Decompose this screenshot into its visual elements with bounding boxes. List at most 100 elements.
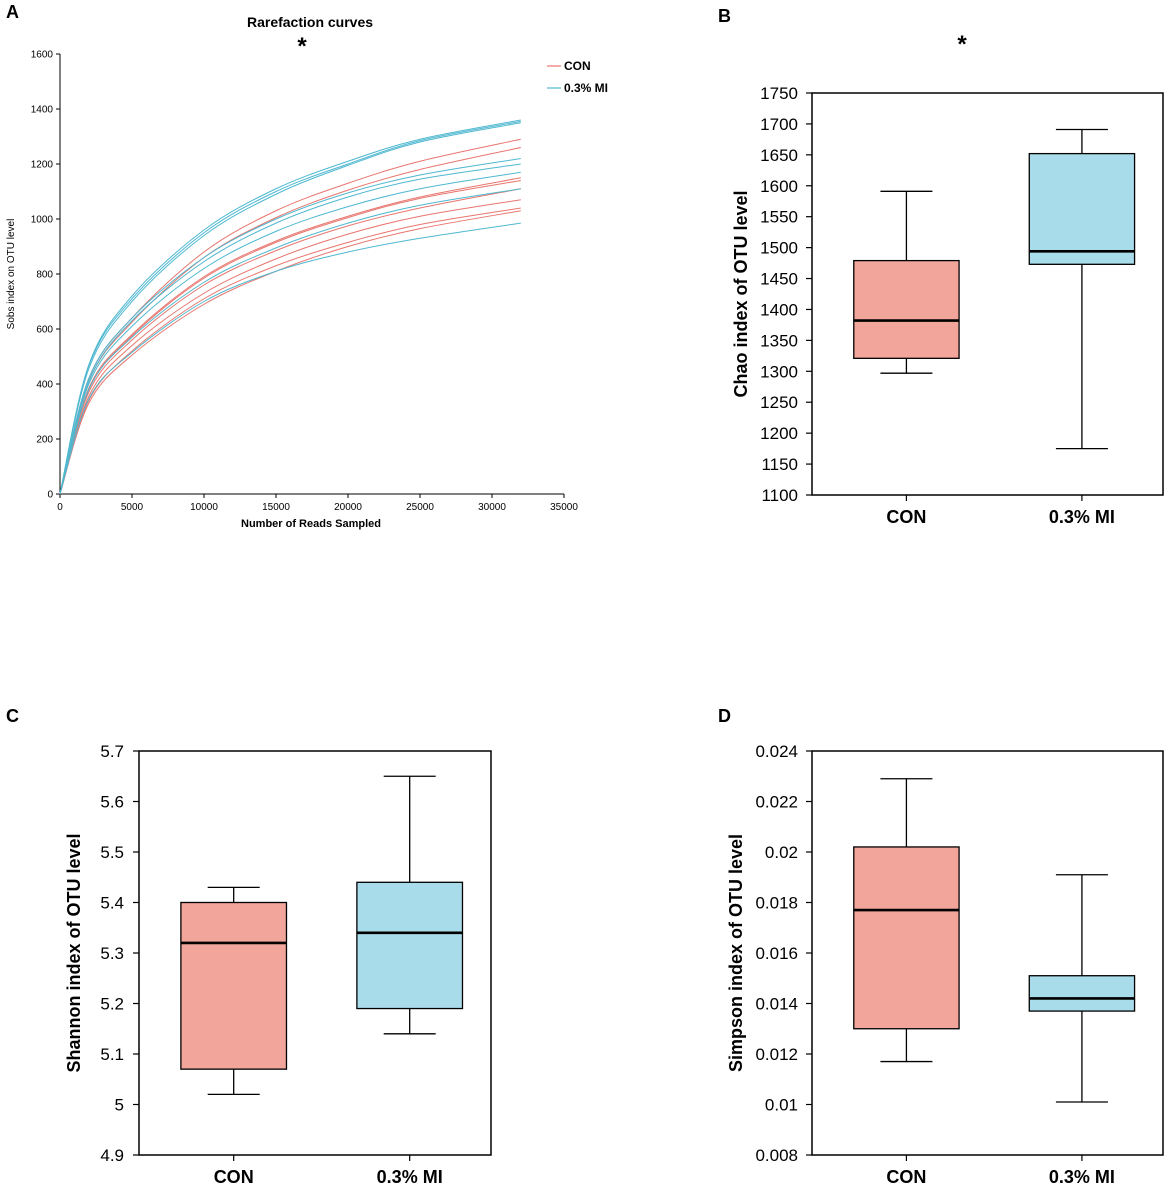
rarefaction-line-con — [59, 188, 521, 495]
iqr-box — [853, 846, 960, 1030]
y-tick-label: 0.012 — [755, 1045, 798, 1064]
y-tick-label: 0.024 — [755, 742, 798, 761]
y-tick-label: 5.3 — [100, 944, 124, 963]
panel-letter-a: A — [6, 2, 19, 22]
y-tick-label: 400 — [36, 380, 53, 391]
y-tick-label: 1100 — [761, 486, 798, 505]
y-tick-label: 0.014 — [755, 995, 798, 1014]
y-tick-label: 5.6 — [100, 793, 124, 812]
rarefaction-line-mi — [59, 222, 521, 495]
x-tick-label: 15000 — [262, 502, 290, 513]
panel-c-shannon: C 4.9 5 5.1 5.2 5.3 5.4 5.5 5.6 5.7 CON 0.3% MI Sh… — [6, 706, 492, 1186]
panel-letter-d: D — [718, 706, 731, 726]
x-tick-label: CON — [214, 1167, 254, 1186]
y-tick-label: 1400 — [31, 105, 54, 116]
y-tick-label: 1150 — [761, 455, 798, 474]
y-tick-label: 0.008 — [755, 1146, 798, 1165]
y-tick-label: 5.2 — [100, 995, 124, 1014]
legend-label-con: CON — [564, 59, 591, 73]
y-tick-label: 800 — [36, 270, 53, 281]
panel-letter-b: B — [718, 6, 731, 26]
rarefaction-line-con — [59, 177, 521, 495]
x-tick-label: 20000 — [334, 502, 362, 513]
significance-marker: * — [297, 33, 307, 60]
x-tick-label: 35000 — [550, 502, 578, 513]
rarefaction-line-mi — [59, 171, 521, 495]
y-tick-label: 1500 — [760, 239, 798, 258]
rarefaction-line-mi — [59, 163, 521, 495]
x-tick-label: 0.3% MI — [1049, 1167, 1115, 1186]
rarefaction-line-mi — [59, 122, 521, 495]
box-con — [180, 886, 288, 1096]
legend: CON 0.3% MI — [547, 59, 608, 95]
x-tick-label: CON — [886, 1167, 926, 1186]
y-tick-label: 0.022 — [755, 793, 798, 812]
y-axis-label: Shannon index of OTU level — [64, 833, 84, 1072]
y-tick-label: 1700 — [760, 115, 798, 134]
y-tick-label: 4.9 — [100, 1146, 124, 1165]
rarefaction-line-mi — [59, 188, 521, 495]
y-tick-label: 1450 — [760, 270, 798, 289]
y-tick-label: 0.016 — [755, 944, 798, 963]
rarefaction-line-mi — [59, 119, 521, 495]
x-tick-label: 0 — [57, 502, 63, 513]
rarefaction-line-mi — [59, 158, 521, 495]
rarefaction-line-mi — [59, 120, 521, 495]
y-tick-label: 1350 — [760, 331, 798, 350]
y-tick-label: 5.1 — [100, 1045, 124, 1064]
y-axis-label: Simpson index of OTU level — [726, 834, 746, 1072]
iqr-box — [356, 881, 464, 1010]
panel-a-rarefaction: A Rarefaction curves * 0 200 400 600 800 1000… — [6, 2, 608, 530]
y-tick-label: 5.5 — [100, 843, 124, 862]
y-tick-label: 5 — [115, 1096, 124, 1115]
y-tick-label: 1200 — [760, 424, 798, 443]
y-tick-label: 1400 — [760, 300, 798, 319]
y-tick-label: 0.02 — [765, 843, 798, 862]
y-tick-label: 1000 — [31, 215, 54, 226]
y-tick-label: 0.018 — [755, 894, 798, 913]
chart-title: Rarefaction curves — [247, 14, 373, 30]
panel-b-chao: B * 1100 1150 1200 1250 1300 1350 1400 1450 1500… — [718, 6, 1164, 527]
y-tick-label: 1600 — [760, 177, 798, 196]
x-tick-label: 10000 — [190, 502, 218, 513]
y-tick-label: 600 — [36, 325, 53, 336]
y-axis-label: Chao index of OTU level — [731, 190, 751, 397]
y-tick-label: 1300 — [760, 362, 798, 381]
x-tick-label: 0.3% MI — [377, 1167, 443, 1186]
y-tick-label: 1250 — [760, 393, 798, 412]
iqr-box — [180, 901, 288, 1070]
rarefaction-line-con — [59, 199, 521, 495]
y-tick-label: 1650 — [760, 146, 798, 165]
y-tick-label: 200 — [36, 435, 53, 446]
y-tick-label: 5.4 — [100, 894, 124, 913]
panel-letter-c: C — [6, 706, 19, 726]
box-mi — [1028, 874, 1136, 1103]
x-tick-label: 25000 — [406, 502, 434, 513]
y-tick-label: 1600 — [31, 50, 54, 61]
x-tick-label: 0.3% MI — [1049, 507, 1115, 527]
x-axis-label: Number of Reads Sampled — [241, 518, 381, 530]
x-tick-label: 30000 — [478, 502, 506, 513]
x-tick-label: CON — [886, 507, 926, 527]
y-tick-label: 1550 — [760, 208, 798, 227]
iqr-box — [853, 259, 960, 359]
box-con — [853, 778, 960, 1063]
y-tick-label: 0.01 — [765, 1096, 798, 1115]
iqr-box — [1028, 975, 1136, 1012]
y-tick-label: 1750 — [760, 84, 798, 103]
box-mi — [356, 775, 464, 1035]
plot-frame — [811, 92, 1164, 496]
y-tick-label: 5.7 — [100, 742, 124, 761]
y-axis-label: Sobs index on OTU level — [6, 219, 17, 330]
x-tick-label: 5000 — [121, 502, 144, 513]
rarefaction-line-con — [59, 207, 521, 495]
panel-d-simpson: D 0.008 0.01 0.012 0.014 0.016 0.018 0.02 0.022… — [718, 706, 1164, 1186]
y-tick-label: 0 — [47, 490, 53, 501]
iqr-box — [1028, 152, 1136, 265]
box-mi — [1028, 128, 1136, 450]
box-con — [853, 190, 960, 374]
legend-label-mi: 0.3% MI — [564, 81, 608, 95]
y-tick-label: 1200 — [31, 160, 54, 171]
rarefaction-line-con — [59, 210, 521, 495]
